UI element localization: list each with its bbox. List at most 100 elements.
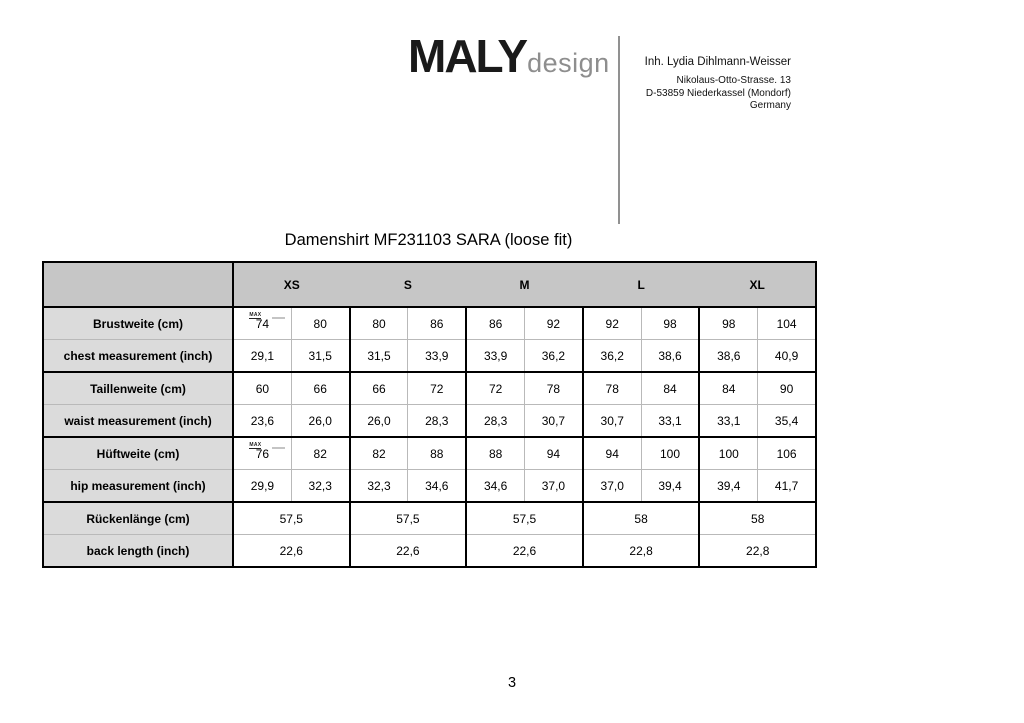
- value-cell: 36,2: [582, 339, 642, 373]
- size-header-l: L: [582, 262, 700, 308]
- annotation-dash-icon: [272, 447, 286, 449]
- value-cell: 37,0: [524, 469, 584, 503]
- table-row: Hüftweite (cm) 76 MAX 82 82 88 88 94 94 100 100 106: [43, 437, 816, 470]
- value-cell: 28,3: [407, 404, 468, 438]
- max-annotation: MAX: [249, 312, 262, 319]
- value-cell: 31,5: [349, 339, 409, 373]
- max-annotation: MAX: [249, 442, 262, 449]
- value-cell: 92: [582, 307, 642, 340]
- corner-cell: [43, 262, 234, 308]
- value-cell: 33,9: [407, 339, 468, 373]
- value-cell: 39,4: [641, 469, 701, 503]
- value-cell: 74 MAX: [233, 307, 292, 340]
- measurement-label: Hüftweite (cm): [43, 437, 234, 470]
- contact-owner: Inh. Lydia Dihlmann-Weisser: [644, 56, 791, 68]
- value-cell: 39,4: [699, 469, 759, 503]
- value-cell: 32,3: [291, 469, 351, 503]
- value-cell: 29,1: [233, 339, 292, 373]
- value-cell: 94: [582, 437, 642, 470]
- size-header-s: S: [349, 262, 467, 308]
- value-cell: 100: [699, 437, 759, 470]
- value-cell: 94: [524, 437, 584, 470]
- value-cell: 22,6: [349, 534, 468, 567]
- value-cell: 92: [524, 307, 584, 340]
- value-cell: 28,3: [466, 404, 526, 438]
- value-cell: 37,0: [582, 469, 642, 503]
- value-cell: 36,2: [524, 339, 584, 373]
- value-cell: 76 MAX: [233, 437, 292, 470]
- value-cell: 98: [699, 307, 759, 340]
- size-header-m: M: [466, 262, 583, 308]
- value-cell: 33,9: [466, 339, 526, 373]
- contact-country: Germany: [749, 100, 791, 111]
- value-cell: 26,0: [291, 404, 351, 438]
- value-cell: 57,5: [349, 502, 468, 535]
- value-cell: 33,1: [641, 404, 701, 438]
- value-cell: 84: [699, 372, 759, 405]
- annotation-dash-icon: [272, 317, 286, 319]
- size-table-body: Brustweite (cm) 74 MAX 80 80 86 86 92 92 98 98 104 c…: [43, 307, 816, 567]
- value-cell: 22,6: [233, 534, 351, 567]
- measurement-label: Taillenweite (cm): [43, 372, 234, 405]
- value-cell: 104: [757, 307, 816, 340]
- value-cell: 88: [466, 437, 526, 470]
- size-table: XS S M L XL Brustweite (cm) 74 MAX 80 80 86 86…: [42, 261, 817, 568]
- table-row: back length (inch) 22,6 22,6 22,6 22,8 22,8: [43, 534, 816, 567]
- table-row: waist measurement (inch) 23,6 26,0 26,0 28,3…: [43, 404, 816, 438]
- measurement-label: Brustweite (cm): [43, 307, 234, 340]
- value-cell: 80: [349, 307, 409, 340]
- value-cell: 30,7: [582, 404, 642, 438]
- value-cell: 22,8: [746, 543, 770, 558]
- page-title: Damenshirt MF231103 SARA (loose fit): [284, 231, 573, 249]
- value-cell: 30,7: [524, 404, 584, 438]
- value-cell: 38,6: [699, 339, 759, 373]
- value-cell: 78: [524, 372, 584, 405]
- value-cell: 80: [291, 307, 351, 340]
- value-cell: 100: [641, 437, 701, 470]
- value-text: 76: [255, 446, 270, 461]
- value-cell: 86: [466, 307, 526, 340]
- table-header-row: XS S M L XL: [43, 262, 816, 308]
- value-cell: 72: [407, 372, 468, 405]
- value-cell: 57,5: [233, 502, 351, 535]
- value-cell: 34,6: [466, 469, 526, 503]
- value-cell: 84: [641, 372, 701, 405]
- value-text: 74: [255, 316, 270, 331]
- value-cell: 72: [466, 372, 526, 405]
- table-row: Rückenlänge (cm) 57,5 57,5 57,5 58 58: [43, 502, 816, 535]
- page-number: 3: [507, 675, 517, 691]
- value-cell: 35,4: [757, 404, 816, 438]
- value-cell: 88: [407, 437, 468, 470]
- measurement-label: hip measurement (inch): [43, 469, 234, 503]
- table-row: chest measurement (inch) 29,1 31,5 31,5 33,9…: [43, 339, 816, 373]
- logo-sub-text: design: [527, 48, 610, 78]
- header-divider-line: [618, 36, 620, 224]
- value-cell: 31,5: [291, 339, 351, 373]
- value-cell: 86: [407, 307, 468, 340]
- measurement-label: chest measurement (inch): [43, 339, 234, 373]
- value-cell: 66: [349, 372, 409, 405]
- size-header-xs: XS: [233, 262, 350, 308]
- logo-brand-text: MALY: [408, 30, 528, 82]
- contact-street: Nikolaus-Otto-Strasse. 13: [676, 75, 792, 86]
- contact-block: Inh. Lydia Dihlmann-Weisser Nikolaus-Ott…: [628, 56, 791, 113]
- table-row: Taillenweite (cm) 60 66 66 72 72 78 78 84 84 90: [43, 372, 816, 405]
- value-cell: 57,5: [466, 502, 584, 535]
- value-cell: 90: [757, 372, 816, 405]
- value-cell: 78: [582, 372, 642, 405]
- value-cell: 106: [757, 437, 816, 470]
- value-cell: 33,1: [699, 404, 759, 438]
- table-row: Brustweite (cm) 74 MAX 80 80 86 86 92 92 98 98 104: [43, 307, 816, 340]
- value-cell: 60: [233, 372, 292, 405]
- value-cell: 22,8: [582, 534, 701, 567]
- value-cell: 82: [349, 437, 409, 470]
- size-header-xl: XL: [699, 262, 816, 308]
- table-row: hip measurement (inch) 29,9 32,3 32,3 34,6 34…: [43, 469, 816, 503]
- value-cell: 82: [291, 437, 351, 470]
- value-cell: 26,0: [349, 404, 409, 438]
- value-cell: 40,9: [757, 339, 816, 373]
- value-cell: 58: [582, 502, 701, 535]
- value-cell: 34,6: [407, 469, 468, 503]
- measurement-label: back length (inch): [43, 534, 234, 567]
